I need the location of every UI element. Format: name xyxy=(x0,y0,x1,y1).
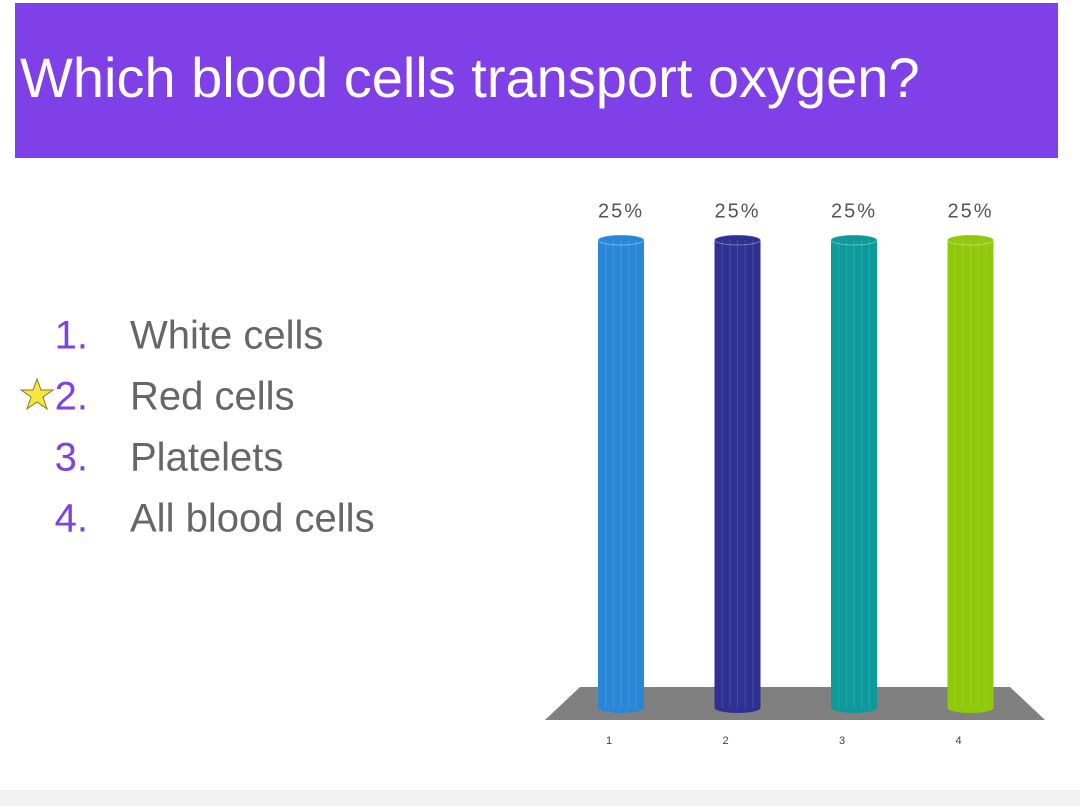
value-label: 25% xyxy=(947,200,993,222)
option-text: White cells xyxy=(130,314,323,358)
option-number: 1. xyxy=(55,314,88,358)
option-text: Platelets xyxy=(130,436,283,480)
bar xyxy=(598,235,644,713)
option-number: 4. xyxy=(55,497,88,541)
option-text: All blood cells xyxy=(130,497,375,541)
option-text: Red cells xyxy=(130,375,295,419)
x-tick-label: 2 xyxy=(722,735,728,747)
option-number: 2. xyxy=(55,375,88,419)
bottom-strip xyxy=(0,790,1080,806)
chart-floor xyxy=(545,687,1045,720)
value-label: 25% xyxy=(598,200,644,222)
bar xyxy=(831,235,877,713)
slide-title: Which blood cells transport oxygen? xyxy=(20,46,920,109)
x-tick-label: 3 xyxy=(839,735,845,747)
option-number: 3. xyxy=(55,436,88,480)
correct-answer-star xyxy=(19,377,55,411)
bar-top xyxy=(830,234,878,246)
bar-top xyxy=(714,234,761,246)
bar-top xyxy=(597,234,645,246)
bar xyxy=(947,235,994,713)
title-band xyxy=(15,3,1058,158)
value-label: 25% xyxy=(831,200,877,222)
bar xyxy=(714,235,761,713)
bar-top xyxy=(947,234,994,246)
x-tick-label: 4 xyxy=(955,735,961,747)
x-tick-label: 1 xyxy=(606,735,612,747)
value-label: 25% xyxy=(714,200,760,222)
